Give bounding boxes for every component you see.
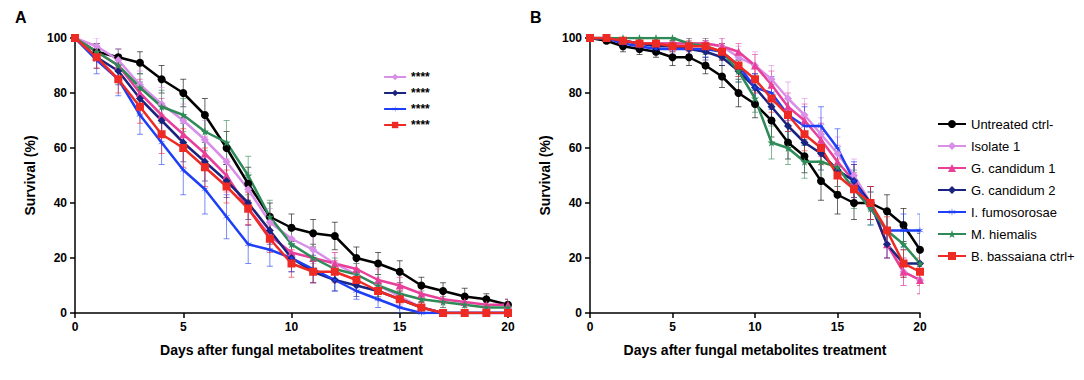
svg-text:A: A: [15, 9, 27, 26]
svg-text:40: 40: [569, 196, 583, 210]
svg-text:M. hiemalis: M. hiemalis: [971, 227, 1037, 242]
svg-text:****: ****: [411, 102, 430, 116]
svg-text:20: 20: [501, 320, 515, 334]
svg-text:10: 10: [285, 320, 299, 334]
svg-text:15: 15: [393, 320, 407, 334]
svg-text:0: 0: [587, 320, 594, 334]
svg-text:Survival (%): Survival (%): [537, 135, 553, 215]
svg-text:5: 5: [180, 320, 187, 334]
svg-text:10: 10: [748, 320, 762, 334]
svg-text:Untreated ctrl-: Untreated ctrl-: [971, 117, 1053, 132]
svg-text:0: 0: [60, 306, 67, 320]
svg-text:Isolate 1: Isolate 1: [971, 139, 1020, 154]
svg-text:100: 100: [47, 31, 67, 45]
svg-text:60: 60: [569, 141, 583, 155]
svg-text:60: 60: [54, 141, 68, 155]
svg-text:Survival (%): Survival (%): [22, 135, 38, 215]
svg-text:I. fumosorosae: I. fumosorosae: [971, 205, 1057, 220]
svg-text:40: 40: [54, 196, 68, 210]
svg-text:20: 20: [54, 251, 68, 265]
svg-text:B: B: [530, 9, 542, 26]
svg-text:Days after fungal metabolites: Days after fungal metabolites treatment: [160, 342, 423, 358]
svg-text:****: ****: [411, 70, 430, 84]
svg-text:80: 80: [54, 86, 68, 100]
svg-text:15: 15: [831, 320, 845, 334]
svg-text:80: 80: [569, 86, 583, 100]
svg-text:****: ****: [411, 86, 430, 100]
svg-text:20: 20: [913, 320, 927, 334]
svg-text:100: 100: [562, 31, 582, 45]
svg-text:Days after fungal metabolites: Days after fungal metabolites treatment: [624, 342, 887, 358]
svg-text:****: ****: [411, 118, 430, 132]
svg-text:G. candidum 1: G. candidum 1: [971, 161, 1056, 176]
svg-text:0: 0: [575, 306, 582, 320]
svg-text:G. candidum 2: G. candidum 2: [971, 183, 1056, 198]
svg-text:20: 20: [569, 251, 583, 265]
svg-text:5: 5: [669, 320, 676, 334]
svg-text:B. bassaiana ctrl+: B. bassaiana ctrl+: [971, 249, 1075, 264]
svg-text:0: 0: [72, 320, 79, 334]
